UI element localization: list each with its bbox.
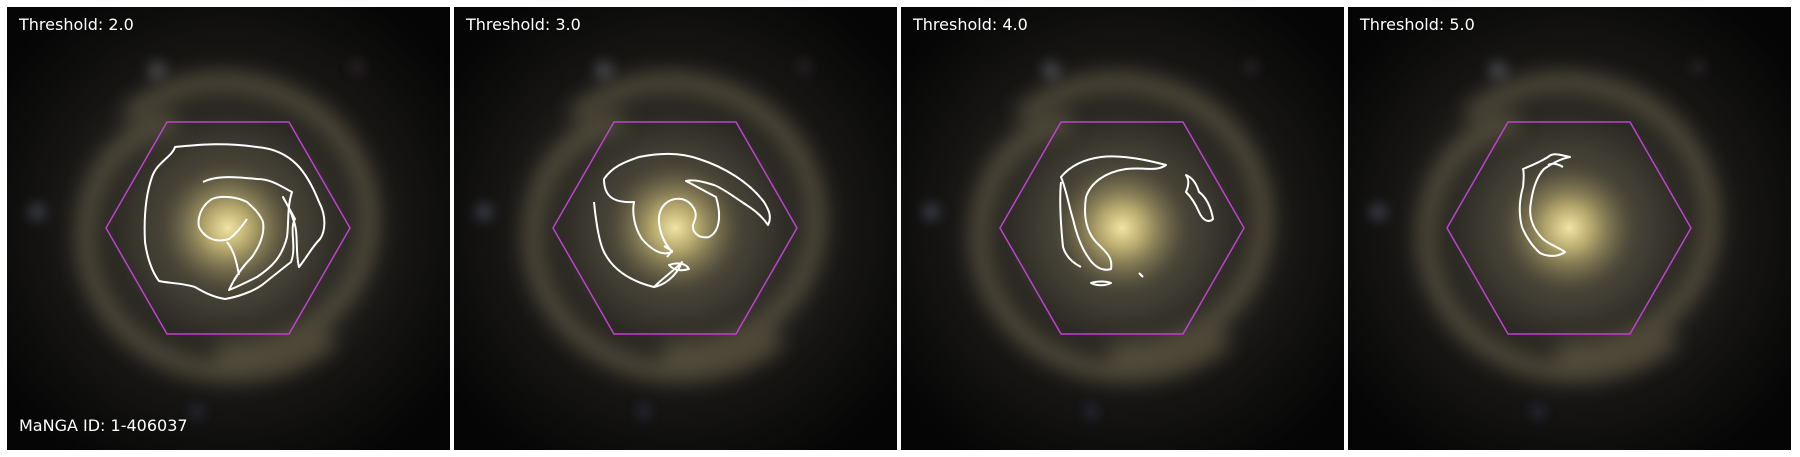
threshold-label: Threshold: 4.0 <box>913 15 1028 34</box>
galaxy-panel-3: Threshold: 4.0 <box>901 7 1344 450</box>
threshold-contour <box>1518 153 1571 257</box>
threshold-contour <box>143 143 326 300</box>
ifu-hexagon <box>999 121 1245 335</box>
threshold-label: Threshold: 2.0 <box>19 15 134 34</box>
galaxy-panel-4: Threshold: 5.0 <box>1348 7 1791 450</box>
ifu-hexagon <box>105 121 351 335</box>
ifu-hexagon <box>1446 121 1692 335</box>
threshold-label: Threshold: 5.0 <box>1360 15 1475 34</box>
galaxy-image-2 <box>454 7 897 450</box>
threshold-contour <box>1059 155 1214 287</box>
ifu-hexagon <box>552 121 798 335</box>
galaxy-image-3 <box>901 7 1344 450</box>
galaxy-panel-2: Threshold: 3.0 <box>454 7 897 450</box>
threshold-contour <box>593 152 771 288</box>
galaxy-panel-1: Threshold: 2.0 MaNGA ID: 1-406037 <box>7 7 450 450</box>
galaxy-id-label: MaNGA ID: 1-406037 <box>19 416 188 435</box>
galaxy-image-4 <box>1348 7 1791 450</box>
threshold-label: Threshold: 3.0 <box>466 15 581 34</box>
galaxy-image-1 <box>7 7 450 450</box>
